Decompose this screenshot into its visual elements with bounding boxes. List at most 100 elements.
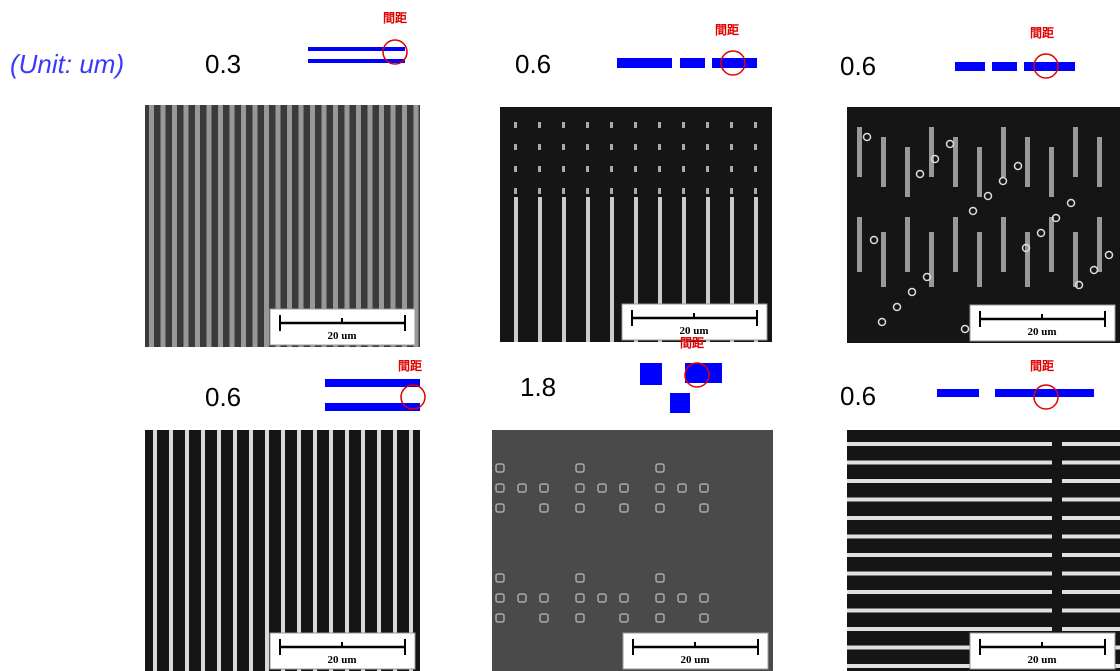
- schematic-shape: [955, 62, 985, 71]
- dot: [562, 144, 565, 150]
- dot: [658, 122, 661, 128]
- dot: [514, 166, 517, 172]
- schematic-shape: [937, 389, 979, 397]
- dot: [682, 166, 685, 172]
- stripe: [847, 590, 1052, 594]
- stripe: [233, 430, 237, 671]
- stripe: [847, 479, 1052, 483]
- schematic-shape: [992, 62, 1017, 71]
- stripe: [195, 105, 200, 347]
- dot: [610, 122, 613, 128]
- micrograph: 20 um: [847, 430, 1120, 671]
- schematic-shape: [685, 363, 722, 383]
- dash: [1049, 147, 1054, 197]
- schematic-shape: [617, 58, 672, 68]
- spacing-value: 0.6: [205, 382, 241, 412]
- scale-bar-label: 20 um: [680, 654, 709, 666]
- stripe: [207, 105, 212, 347]
- scale-bar-label: 20 um: [327, 654, 356, 666]
- dot: [538, 122, 541, 128]
- dash: [1001, 217, 1006, 272]
- stripe: [538, 197, 542, 342]
- dot: [634, 144, 637, 150]
- dot: [634, 122, 637, 128]
- stripe: [241, 105, 246, 347]
- stripe: [1062, 442, 1120, 446]
- stripe: [153, 430, 157, 671]
- dot: [610, 188, 613, 194]
- spacing-marker: 間距: [715, 23, 739, 37]
- dot: [634, 166, 637, 172]
- dash: [857, 127, 862, 177]
- slide: (Unit: um) 0.3間距20 um0.6間距20 um0.6間距20 u…: [0, 0, 1120, 671]
- stripe: [847, 461, 1052, 465]
- dot: [538, 188, 541, 194]
- dot: [586, 166, 589, 172]
- panel: 0.6間距20 um: [500, 23, 772, 342]
- dot: [562, 122, 565, 128]
- dot: [610, 144, 613, 150]
- schematic-shape: [325, 379, 420, 387]
- stripe: [161, 105, 166, 347]
- stripe: [586, 197, 590, 342]
- stripe: [847, 442, 1052, 446]
- dot: [706, 144, 709, 150]
- panel: 1.8間距20 um: [492, 336, 773, 671]
- dot: [514, 188, 517, 194]
- schematic-shape: [1024, 62, 1075, 71]
- stripe: [265, 430, 269, 671]
- dash: [953, 217, 958, 272]
- stripe: [201, 430, 205, 671]
- dash: [881, 232, 886, 287]
- dot: [658, 166, 661, 172]
- scale-bar-label: 20 um: [1027, 654, 1056, 666]
- dot: [754, 166, 757, 172]
- dash: [1049, 217, 1054, 272]
- stripe: [1062, 627, 1120, 631]
- stripe: [169, 430, 173, 671]
- schematic-shape: [670, 393, 690, 413]
- spacing-value: 0.6: [840, 381, 876, 411]
- spacing-marker: 間距: [680, 336, 704, 350]
- micrograph: 20 um: [145, 430, 420, 671]
- stripe: [230, 105, 235, 347]
- dot: [586, 144, 589, 150]
- stripe: [1062, 535, 1120, 539]
- dash: [1073, 127, 1078, 177]
- stripe: [847, 572, 1052, 576]
- dot: [658, 144, 661, 150]
- stripe: [610, 197, 614, 342]
- spacing-marker: 間距: [383, 11, 407, 25]
- dash: [1001, 127, 1006, 177]
- stripe: [847, 516, 1052, 520]
- scale-bar-label: 20 um: [327, 330, 356, 342]
- dot: [586, 122, 589, 128]
- micrograph: 20 um: [492, 430, 773, 671]
- schematic-shape: [680, 58, 705, 68]
- spacing-marker: 間距: [1030, 359, 1054, 373]
- stripe: [249, 430, 253, 671]
- dot: [754, 144, 757, 150]
- dash: [881, 137, 886, 187]
- stripe: [1062, 553, 1120, 557]
- stripe: [184, 105, 189, 347]
- panel: 0.6 間距 20 um: [145, 359, 425, 671]
- stripe: [149, 105, 154, 347]
- schematic-shape: [308, 47, 405, 51]
- dash: [977, 232, 982, 287]
- micrograph: 20 um: [145, 105, 420, 347]
- dash: [1097, 217, 1102, 272]
- schematic-shape: [995, 389, 1094, 397]
- stripe: [253, 105, 258, 347]
- dash: [1025, 232, 1030, 287]
- panel: 0.3間距20 um: [145, 11, 420, 347]
- dot: [730, 188, 733, 194]
- dot: [514, 122, 517, 128]
- micrograph: 20 um: [500, 107, 772, 342]
- dot: [682, 188, 685, 194]
- scale-bar-label: 20 um: [1027, 326, 1056, 338]
- stripe: [847, 535, 1052, 539]
- spacing-marker: 間距: [398, 359, 422, 373]
- stripe: [1062, 516, 1120, 520]
- stripe: [172, 105, 177, 347]
